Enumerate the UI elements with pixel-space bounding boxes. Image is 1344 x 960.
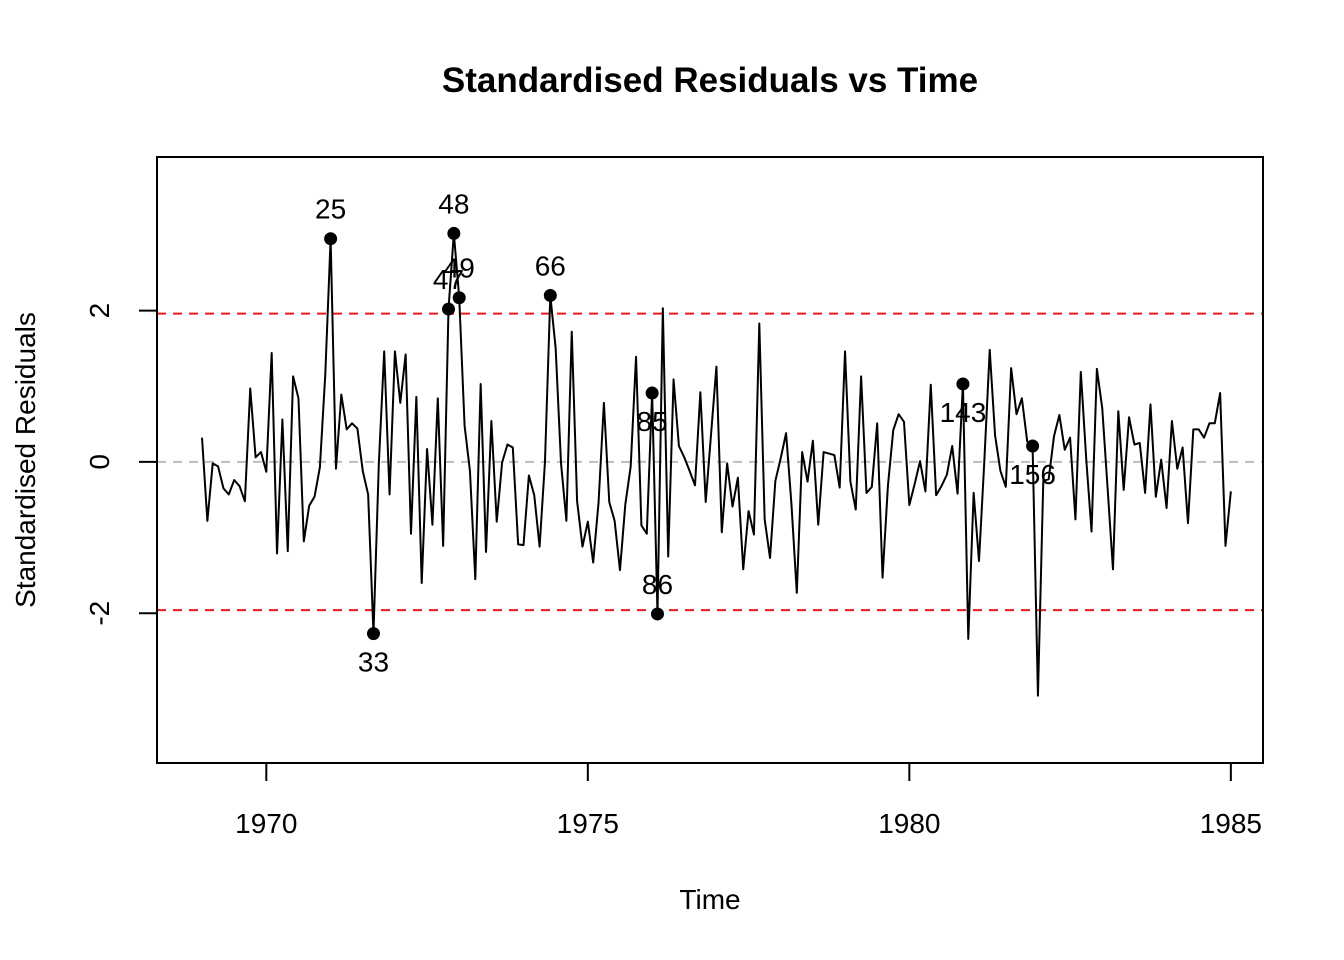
outlier-label-47: 47 <box>433 264 464 295</box>
y-tick-label-2: 2 <box>84 303 115 319</box>
outlier-point-48 <box>447 226 461 240</box>
y-tick-label-0: 0 <box>84 454 115 470</box>
outlier-point-33 <box>366 627 380 641</box>
outlier-point-143 <box>956 377 970 391</box>
outlier-point-25 <box>324 232 338 246</box>
outlier-label-48: 48 <box>438 188 469 219</box>
outlier-point-86 <box>650 607 664 621</box>
outlier-label-49: 49 <box>444 253 475 284</box>
highlighted-points: 25 33 47 48 49 66 85 86 143 156 <box>315 188 1056 677</box>
outlier-point-66 <box>543 288 557 302</box>
outlier-label-156: 156 <box>1009 459 1056 490</box>
outlier-label-143: 143 <box>940 397 987 428</box>
outlier-label-66: 66 <box>535 250 566 281</box>
outlier-label-33: 33 <box>358 647 389 678</box>
x-tick-label-1980: 1980 <box>878 808 940 839</box>
x-axis-label: Time <box>679 884 740 915</box>
reference-lines <box>157 312 1263 612</box>
outlier-label-85: 85 <box>637 406 668 437</box>
outlier-point-85 <box>645 386 659 400</box>
outlier-point-156 <box>1026 439 1040 453</box>
y-axis-label: Standardised Residuals <box>10 312 41 608</box>
x-tick-label-1985: 1985 <box>1200 808 1262 839</box>
outlier-label-25: 25 <box>315 194 346 225</box>
x-tick-label-1975: 1975 <box>557 808 619 839</box>
x-tick-label-1970: 1970 <box>235 808 297 839</box>
chart-title: Standardised Residuals vs Time <box>442 61 978 100</box>
outlier-label-86: 86 <box>642 569 673 600</box>
y-tick-label--2: -2 <box>84 601 115 626</box>
outlier-point-49 <box>452 291 466 305</box>
plot-frame <box>156 156 1264 764</box>
outlier-point-47 <box>442 302 456 316</box>
